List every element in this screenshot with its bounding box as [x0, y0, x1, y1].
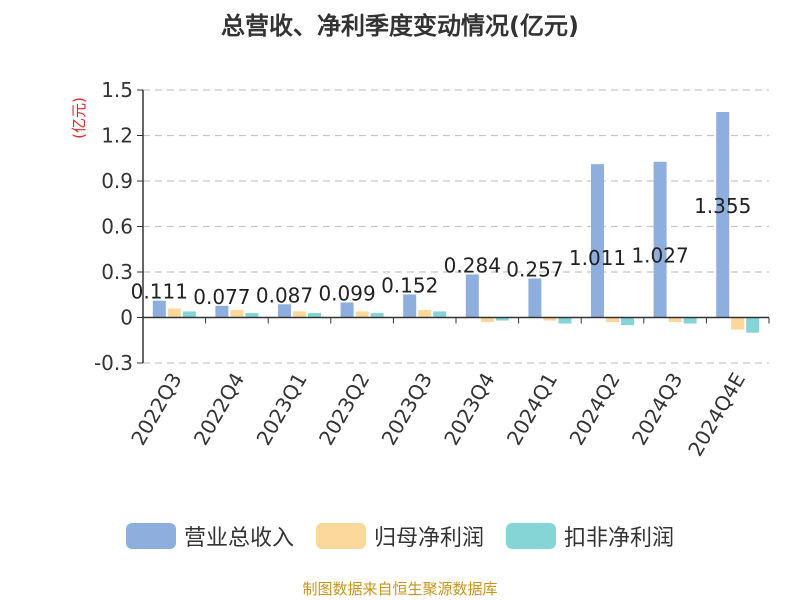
bar-2-2023Q1: [308, 312, 321, 318]
legend-swatch-deducted-net-profit: [506, 523, 556, 549]
bar-0-2023Q3: [403, 294, 417, 318]
x-tick-label: 2024Q2: [564, 369, 624, 450]
bar-0-2023Q1: [278, 304, 291, 318]
bar-0-2024Q3: [653, 161, 667, 318]
bar-2-2023Q2: [370, 312, 384, 318]
bar-1-2024Q4E: [731, 317, 745, 330]
data-label: 0.284: [444, 253, 501, 277]
x-tick-label: 2022Q4: [189, 369, 249, 450]
legend-label-revenue: 营业总收入: [183, 526, 294, 551]
legend-swatch-net-profit: [315, 523, 366, 549]
y-tick-label: 0.3: [101, 260, 133, 284]
bar-1-2023Q3: [418, 309, 432, 318]
data-source-note: 制图数据来自恒生聚源数据库: [302, 580, 498, 598]
y-tick-label: 1.2: [101, 124, 133, 148]
bar-2-2022Q4: [245, 312, 259, 318]
bar-0-2024Q1: [528, 278, 542, 318]
chart-title: 总营收、净利季度变动情况(亿元): [221, 12, 579, 40]
bar-1-2024Q3: [668, 317, 682, 323]
bar-1-2024Q1: [543, 317, 557, 321]
data-label: 1.011: [569, 246, 626, 270]
x-tick-label: 2023Q1: [251, 369, 311, 450]
x-tick-label: 2023Q4: [439, 369, 499, 450]
bar-1-2024Q2: [606, 317, 619, 323]
x-tick-label: 2022Q3: [126, 369, 186, 450]
x-tick-label: 2024Q3: [627, 369, 687, 450]
bar-1-2023Q1: [293, 311, 306, 318]
y-tick-label: -0.3: [94, 351, 133, 375]
x-tick-label: 2023Q2: [314, 369, 374, 450]
bar-0-2023Q4: [465, 274, 479, 318]
legend-item-deducted-net-profit[interactable]: 扣非净利润: [506, 520, 674, 552]
x-tick-label: 2024Q4E: [683, 369, 750, 461]
data-label: 0.257: [506, 258, 563, 282]
y-tick-label: 0.9: [101, 169, 133, 193]
bar-2-2023Q4: [495, 317, 509, 321]
data-label: 0.111: [131, 280, 188, 304]
bar-0-2022Q3: [152, 300, 166, 318]
chart-legend: 营业总收入 归母净利润 扣非净利润: [0, 518, 800, 554]
legend-label-deducted-net-profit: 扣非净利润: [564, 526, 675, 551]
data-label: 0.099: [318, 281, 375, 305]
bar-1-2023Q2: [355, 311, 369, 318]
bar-2-2022Q3: [182, 311, 196, 318]
bar-1-2022Q4: [230, 309, 244, 318]
bar-2-2024Q3: [683, 317, 697, 324]
bar-0-2024Q4E: [716, 111, 730, 318]
x-tick-label: 2023Q3: [377, 369, 437, 450]
bar-2-2024Q1: [558, 317, 572, 324]
x-tick-label: 2024Q1: [502, 369, 562, 450]
bar-2-2024Q2: [621, 317, 634, 326]
bar-0-2022Q4: [215, 305, 229, 318]
y-axis-label: (亿元): [70, 97, 88, 139]
y-tick-label: 0.6: [101, 215, 133, 239]
y-tick-label: 0: [120, 306, 133, 330]
legend-item-revenue[interactable]: 营业总收入: [125, 520, 294, 552]
y-tick-label: 1.5: [101, 78, 133, 102]
data-label: 0.087: [256, 283, 313, 307]
bar-2-2023Q3: [433, 311, 447, 318]
bar-2-2024Q4E: [746, 317, 760, 333]
legend-swatch-revenue: [125, 523, 176, 549]
bar-1-2023Q4: [480, 317, 494, 323]
legend-label-net-profit: 归母净利润: [373, 526, 484, 551]
data-label: 0.077: [193, 285, 250, 309]
bar-0-2024Q2: [591, 164, 604, 318]
bar-0-2023Q2: [340, 302, 354, 318]
bar-1-2022Q3: [167, 308, 181, 318]
data-label: 0.152: [381, 273, 438, 297]
legend-item-net-profit[interactable]: 归母净利润: [315, 520, 484, 552]
data-label: 1.027: [631, 244, 688, 268]
data-label: 1.355: [694, 194, 751, 218]
